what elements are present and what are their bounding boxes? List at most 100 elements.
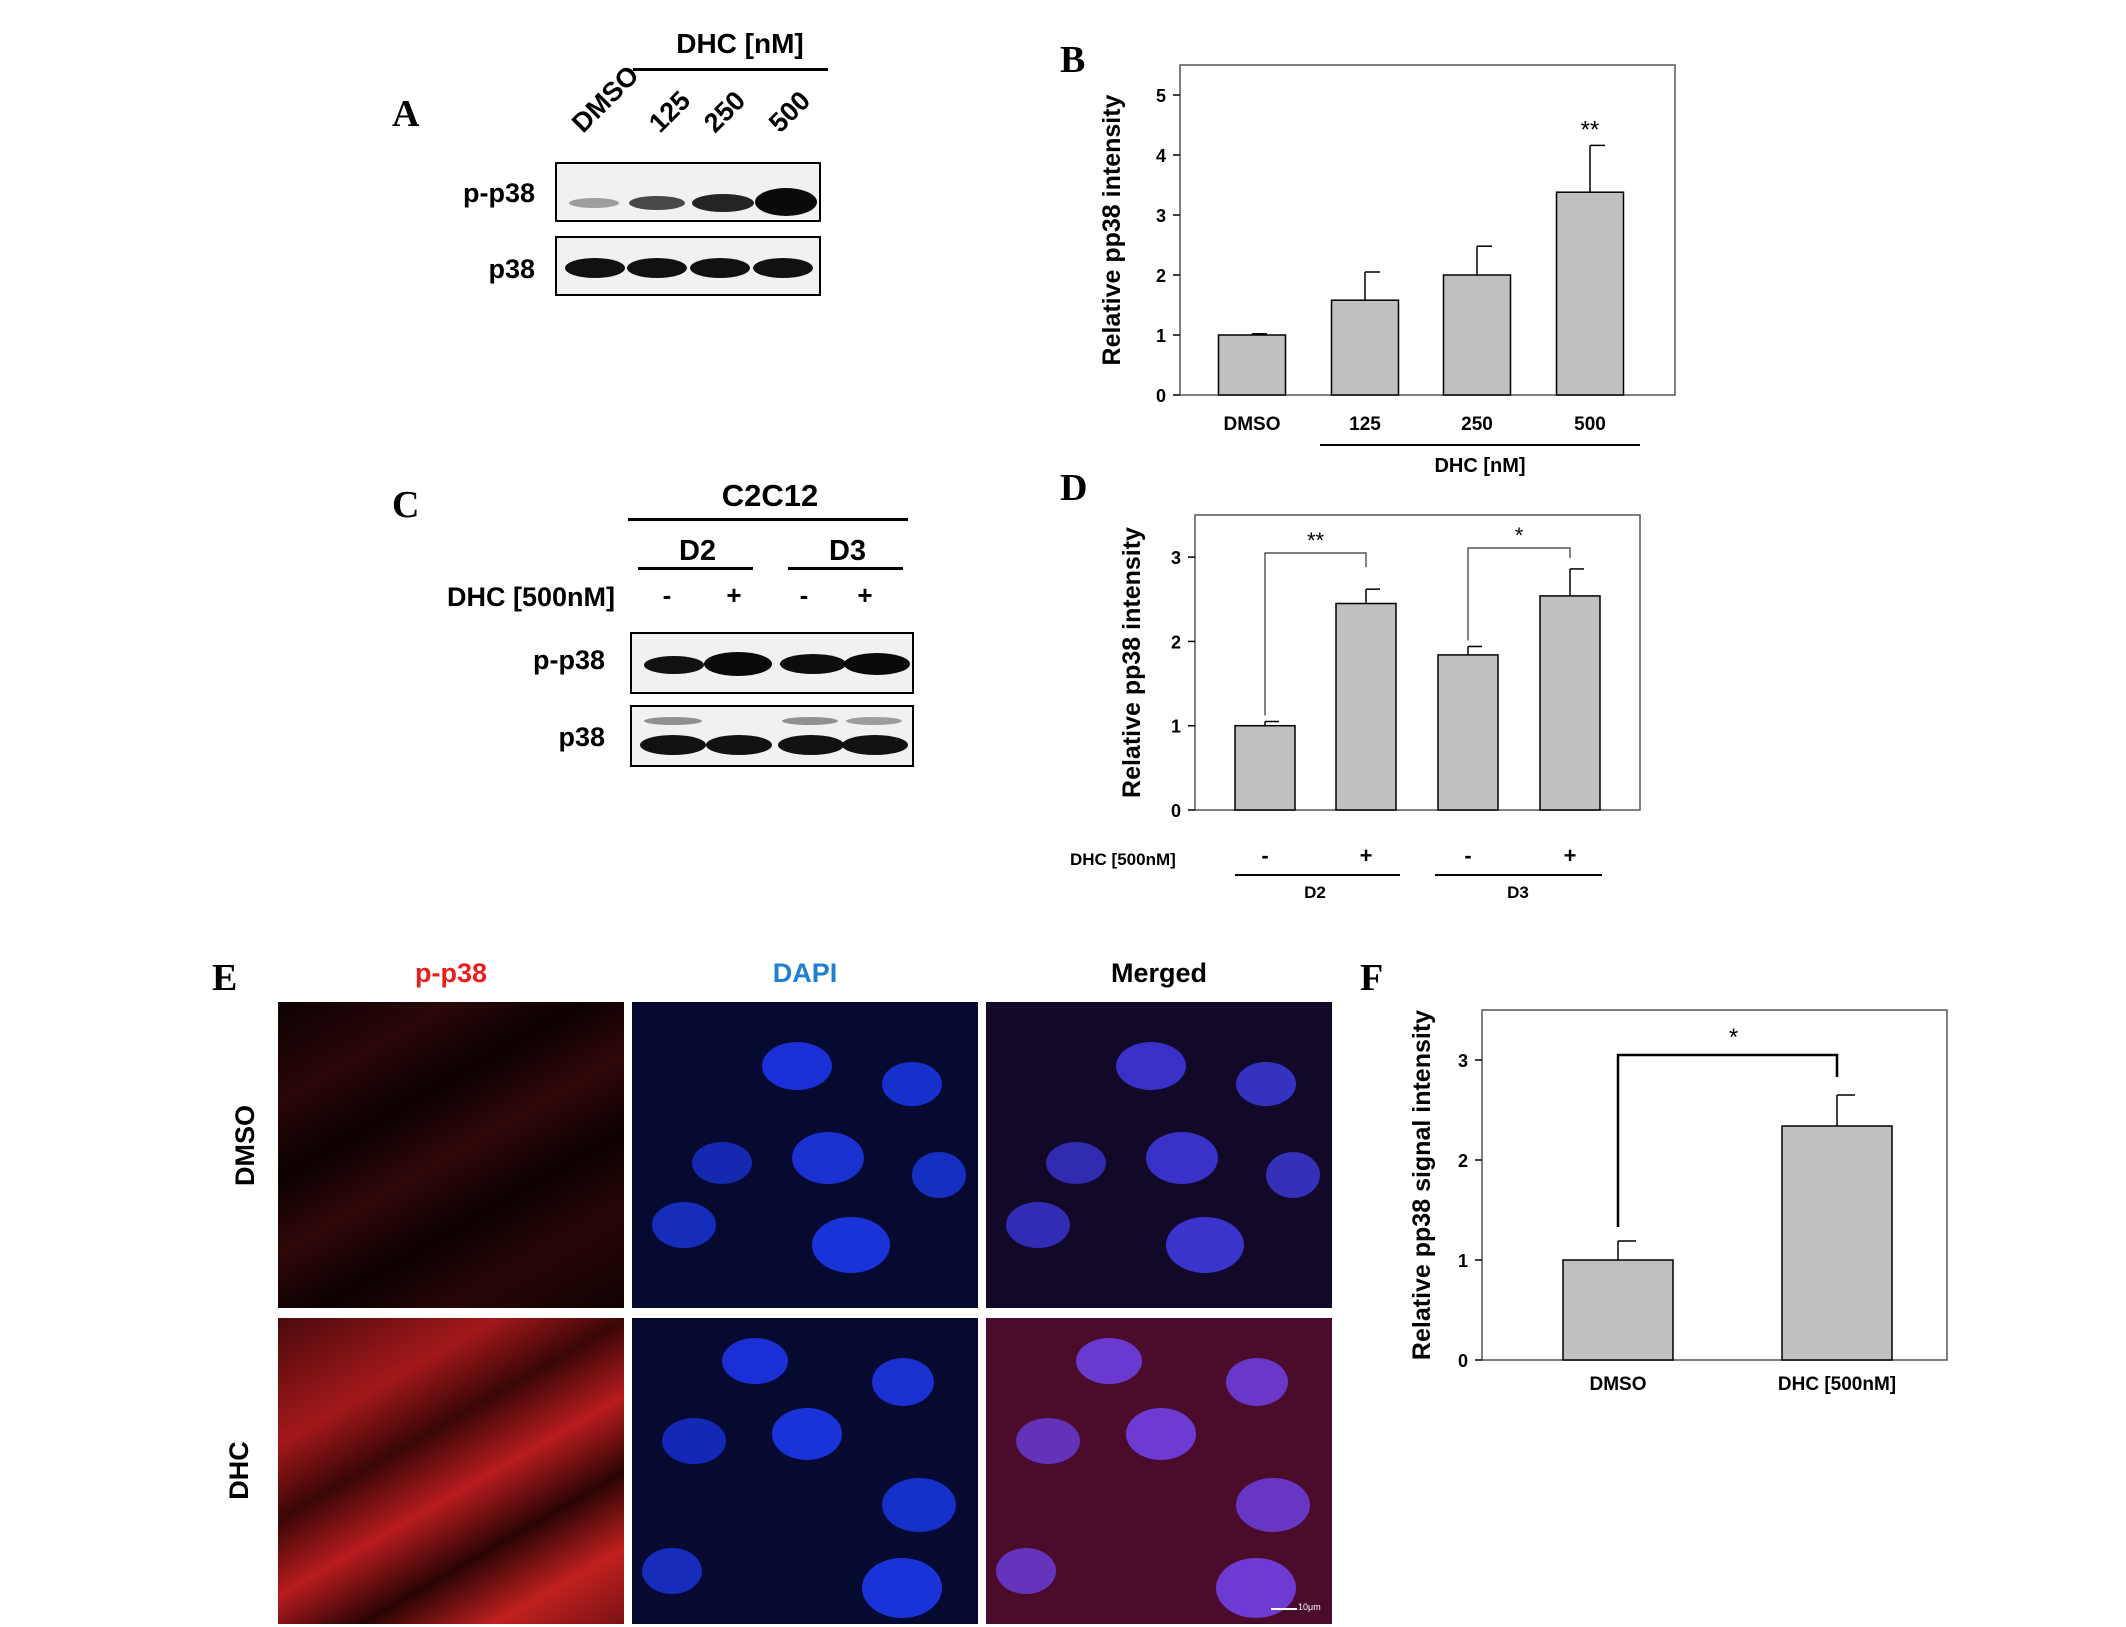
lane-label-dmso: DMSO: [566, 59, 645, 139]
y-axis-label: Relative pp38 intensity: [1118, 527, 1146, 798]
col-title-dapi: DAPI: [772, 958, 838, 988]
y-tick-label: 1: [1156, 326, 1166, 346]
row-title-dmso: DMSO: [230, 1105, 260, 1186]
y-axis-label: Relative pp38 signal intensity: [1408, 1010, 1436, 1360]
x-tick-label: 125: [1349, 414, 1381, 435]
micrograph-pp38-dhc: [278, 1318, 624, 1624]
lane-label-125: 125: [643, 85, 697, 139]
significance-bracket: [1616, 1053, 1839, 1227]
row-title-dhc: DHC: [223, 1441, 254, 1500]
y-tick-label: 3: [1156, 206, 1166, 226]
blot-row-label-pp38: p-p38: [462, 178, 535, 208]
nucleus: [1016, 1418, 1080, 1464]
panel-letter-e: E: [212, 957, 238, 999]
treatment-label: DHC [500nM]: [1070, 850, 1176, 869]
band: [692, 194, 754, 212]
significance-mark: **: [1581, 116, 1600, 143]
nucleus: [1266, 1152, 1320, 1198]
y-tick-label: 1: [1458, 1251, 1468, 1271]
nucleus: [1236, 1478, 1310, 1532]
sign-d2-plus: +: [726, 580, 742, 610]
bar: [1437, 654, 1499, 811]
scale-bar-label: 10μm: [1298, 1602, 1321, 1612]
nucleus: [652, 1202, 716, 1248]
plot-frame: [1194, 514, 1641, 811]
x-tick-label: +: [1564, 843, 1577, 868]
group-label: DHC [nM]: [1434, 455, 1525, 477]
day-label-d3: D3: [828, 535, 867, 567]
plot-frame: [1179, 64, 1676, 396]
blot-row-label-p38-c: p38: [558, 722, 605, 752]
panel-letter-f: F: [1360, 957, 1384, 999]
x-tick-label: 250: [1461, 414, 1493, 435]
nucleus: [912, 1152, 966, 1198]
nucleus: [1226, 1358, 1288, 1406]
panel-letter-c: C: [392, 484, 420, 526]
x-tick-label: DHC [500nM]: [1778, 1374, 1896, 1395]
micrograph-pp38-dmso: [278, 1002, 624, 1308]
band: [842, 735, 908, 755]
x-tick-label: -: [1464, 843, 1471, 868]
bar: [1330, 299, 1400, 396]
dhc-header: DHC [nM]: [676, 28, 804, 59]
significance-bracket: [1264, 552, 1367, 716]
bar: [1442, 274, 1512, 396]
lane-label-500: 500: [763, 85, 817, 139]
bar: [1555, 191, 1625, 396]
significance-bracket: [1467, 547, 1571, 641]
band: [627, 258, 687, 278]
y-tick-label: 2: [1156, 266, 1166, 286]
nucleus: [862, 1558, 942, 1618]
band: [565, 258, 625, 278]
group-label-d3: D3: [1507, 883, 1529, 902]
band: [755, 188, 817, 216]
y-tick-label: 3: [1171, 548, 1181, 568]
sign-d3-minus: -: [799, 580, 809, 610]
y-tick-label: 0: [1458, 1351, 1468, 1371]
nucleus: [762, 1042, 832, 1090]
group-label-d2: D2: [1304, 883, 1326, 902]
day-line-d2: [638, 567, 753, 570]
significance-mark: *: [1515, 523, 1524, 548]
bar: [1562, 1259, 1674, 1361]
band: [782, 717, 838, 725]
nucleus: [662, 1418, 726, 1464]
nucleus: [872, 1358, 934, 1406]
y-tick-label: 1: [1171, 717, 1181, 737]
band: [640, 735, 706, 755]
scale-bar: [1271, 1608, 1297, 1610]
blot-row-label-p38: p38: [488, 254, 535, 284]
bar: [1781, 1125, 1893, 1361]
panel-letter-a: A: [392, 93, 420, 135]
band: [569, 198, 619, 208]
nucleus: [642, 1548, 702, 1594]
blot-p38-dose: [555, 236, 821, 296]
micrograph-dapi-dmso: [632, 1002, 978, 1308]
band: [629, 196, 685, 210]
band: [846, 717, 902, 725]
micrograph-dapi-dhc: [632, 1318, 978, 1624]
y-tick-label: 4: [1156, 146, 1166, 166]
band: [844, 653, 910, 675]
lane-label-250: 250: [698, 85, 752, 139]
band: [644, 656, 704, 674]
micrograph-merged-dhc: 10μm: [986, 1318, 1332, 1624]
band: [778, 735, 844, 755]
blot-pp38-dose: [555, 162, 821, 222]
blot-row-label-pp38-c: p-p38: [532, 645, 605, 675]
x-tick-label: 500: [1574, 414, 1606, 435]
nucleus: [692, 1142, 752, 1184]
day-line-d3: [788, 567, 903, 570]
col-title-merged: Merged: [1110, 958, 1208, 988]
panel-letter-d: D: [1060, 467, 1088, 509]
bar: [1234, 724, 1296, 811]
nucleus: [812, 1217, 890, 1273]
nucleus: [1236, 1062, 1296, 1106]
x-tick-label: +: [1360, 843, 1373, 868]
dhc-header-line: [633, 68, 828, 71]
chart-f: 0 1 2 3 Relative pp38 signal intensity DMSO DH…: [1408, 1009, 1948, 1395]
y-axis-label: Relative pp38 intensity: [1098, 94, 1126, 365]
blot-p38-days: [630, 705, 914, 767]
band: [706, 735, 772, 755]
band: [753, 258, 813, 278]
